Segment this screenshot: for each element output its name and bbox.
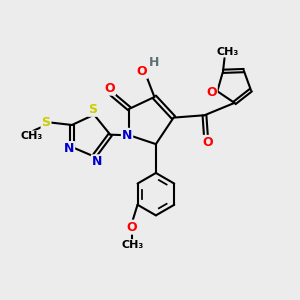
Text: N: N	[92, 155, 102, 168]
Text: N: N	[122, 129, 132, 142]
Text: O: O	[126, 220, 137, 234]
Text: H: H	[149, 56, 160, 69]
Text: N: N	[64, 142, 74, 155]
Text: CH₃: CH₃	[20, 131, 43, 141]
Text: O: O	[104, 82, 115, 95]
Text: O: O	[136, 65, 147, 78]
Text: CH₃: CH₃	[121, 240, 143, 250]
Text: CH₃: CH₃	[217, 46, 239, 57]
Text: S: S	[42, 116, 51, 129]
Text: O: O	[202, 136, 213, 149]
Text: S: S	[88, 103, 97, 116]
Text: O: O	[206, 86, 217, 99]
